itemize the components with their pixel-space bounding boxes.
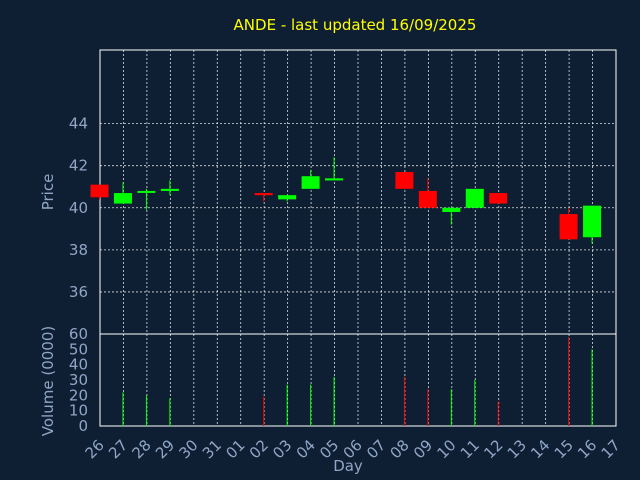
volume-tick-label: 40 (69, 356, 88, 374)
x-tick-label: 10 (433, 436, 459, 462)
price-tick-label: 44 (69, 115, 88, 133)
x-tick-label: 31 (199, 436, 225, 462)
candle-body (418, 190, 437, 208)
volume-tick-label: 20 (69, 386, 88, 404)
candle-body (583, 205, 602, 238)
price-tick-label: 42 (69, 157, 88, 175)
candle-body (325, 178, 344, 181)
volume-tick-label: 10 (69, 402, 88, 420)
volume-tick-label: 60 (69, 325, 88, 343)
price-tick-label: 36 (69, 283, 88, 301)
candle-body (465, 188, 484, 208)
x-tick-label: 07 (363, 436, 389, 462)
price-axis-label: Price (39, 174, 57, 211)
candle-body (301, 176, 320, 189)
x-tick-label: 04 (293, 436, 319, 462)
x-axis-label: Day (333, 457, 363, 475)
price-tick-label: 38 (69, 241, 88, 259)
x-tick-label: 11 (457, 436, 483, 462)
candle-body (278, 195, 297, 200)
x-tick-label: 16 (574, 436, 600, 462)
x-tick-label: 30 (175, 436, 201, 462)
x-tick-label: 27 (105, 436, 131, 462)
volume-tick-label: 50 (69, 340, 88, 358)
candle-body (160, 188, 179, 191)
x-tick-label: 13 (504, 436, 530, 462)
candle-body (90, 184, 109, 198)
x-tick-label: 02 (246, 436, 272, 462)
candle-body (113, 193, 132, 204)
x-tick-label: 28 (129, 436, 155, 462)
candle-body (254, 193, 273, 196)
x-tick-label: 08 (387, 436, 413, 462)
volume-axis-label: Volume (0000) (39, 326, 57, 436)
candle-body (442, 207, 461, 212)
x-tick-label: 01 (222, 436, 248, 462)
volume-tick-label: 30 (69, 371, 88, 389)
candle-body (395, 172, 414, 189)
x-tick-label: 15 (551, 436, 577, 462)
x-tick-label: 12 (480, 436, 506, 462)
x-tick-label: 03 (269, 436, 295, 462)
volume-tick-label: 0 (78, 417, 88, 435)
chart-title: ANDE - last updated 16/09/2025 (234, 16, 477, 34)
price-tick-label: 40 (69, 199, 88, 217)
candle-body (137, 190, 156, 193)
x-tick-label: 26 (82, 436, 108, 462)
x-tick-label: 29 (152, 436, 178, 462)
candle-body (559, 214, 578, 240)
x-tick-label: 17 (598, 436, 624, 462)
x-tick-label: 09 (410, 436, 436, 462)
candle-body (489, 193, 508, 204)
volume-panel-frame (99, 333, 617, 427)
x-tick-label: 14 (527, 436, 553, 462)
